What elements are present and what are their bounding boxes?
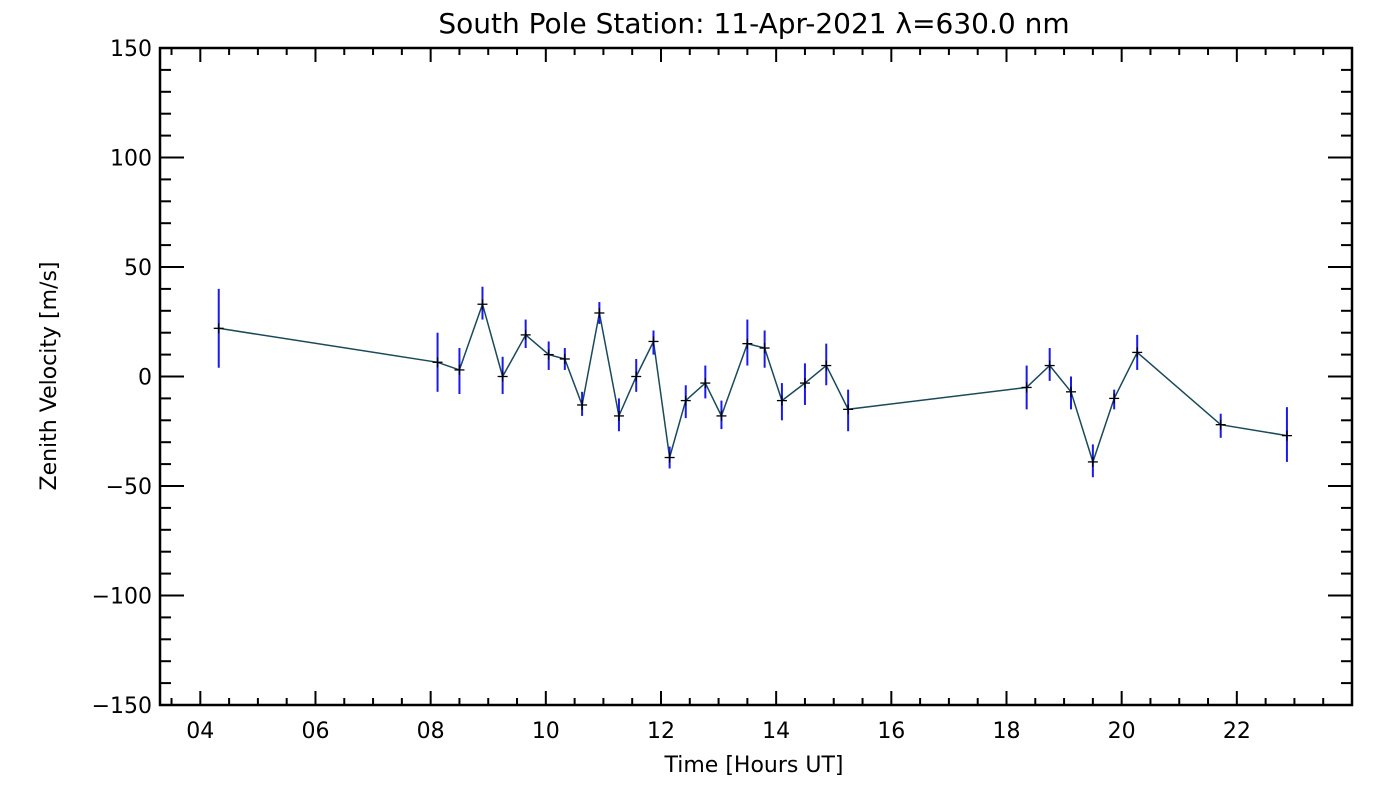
data-point — [1021, 382, 1032, 393]
series-line — [218, 301, 1288, 465]
data-point — [213, 323, 224, 334]
data-point — [1044, 360, 1055, 371]
x-tick-label: 08 — [417, 719, 445, 744]
data-point — [594, 307, 605, 318]
plot-marks — [213, 286, 1292, 478]
data-point — [821, 360, 832, 371]
y-tick-label: −150 — [92, 694, 152, 719]
plot-frame — [158, 46, 1354, 707]
data-point — [559, 353, 570, 364]
data-point — [759, 343, 770, 354]
x-tick-labels: 04 06 08 10 12 14 16 18 20 22 — [186, 719, 1251, 744]
data-point — [664, 452, 675, 463]
y-tick-label: −50 — [106, 475, 152, 500]
x-tick-label: 14 — [762, 719, 790, 744]
data-point — [742, 338, 753, 349]
axis-ticks — [160, 47, 1353, 706]
data-point — [477, 299, 488, 310]
data-point — [543, 349, 554, 360]
y-tick-label: 0 — [138, 366, 152, 391]
y-tick-label: −100 — [92, 585, 152, 610]
data-point — [432, 357, 443, 368]
x-tick-label: 18 — [992, 719, 1020, 744]
data-point — [1065, 386, 1076, 397]
data-point — [776, 395, 787, 406]
data-point — [648, 336, 659, 347]
data-point — [1087, 456, 1098, 467]
x-tick-label: 22 — [1223, 719, 1251, 744]
data-point — [843, 404, 854, 415]
data-point — [716, 410, 727, 421]
data-point — [520, 329, 531, 340]
y-axis-label: Zenith Velocity [m/s] — [37, 262, 62, 491]
data-point — [1109, 393, 1120, 404]
y-tick-label: 100 — [110, 147, 152, 172]
data-point — [497, 371, 508, 382]
data-point — [1132, 347, 1143, 358]
x-tick-label: 20 — [1108, 719, 1136, 744]
data-point — [1215, 419, 1226, 430]
chart-title: South Pole Station: 11-Apr-2021 λ=630.0 … — [438, 7, 1069, 40]
x-tick-label: 04 — [186, 719, 214, 744]
y-tick-label: 50 — [124, 256, 152, 281]
data-point — [577, 399, 588, 410]
x-tick-label: 10 — [532, 719, 560, 744]
data-point — [613, 410, 624, 421]
data-point — [454, 364, 465, 375]
data-point — [631, 371, 642, 382]
data-point — [799, 378, 810, 389]
x-tick-label: 16 — [877, 719, 905, 744]
x-axis-label: Time [Hours UT] — [664, 753, 844, 778]
y-tick-labels: 150 100 50 0 −50 −100 −150 — [92, 37, 152, 719]
data-point — [680, 395, 691, 406]
data-point — [700, 378, 711, 389]
x-tick-label: 06 — [301, 719, 329, 744]
x-tick-label: 12 — [647, 719, 675, 744]
y-tick-label: 150 — [110, 37, 152, 62]
data-point — [1281, 430, 1292, 441]
